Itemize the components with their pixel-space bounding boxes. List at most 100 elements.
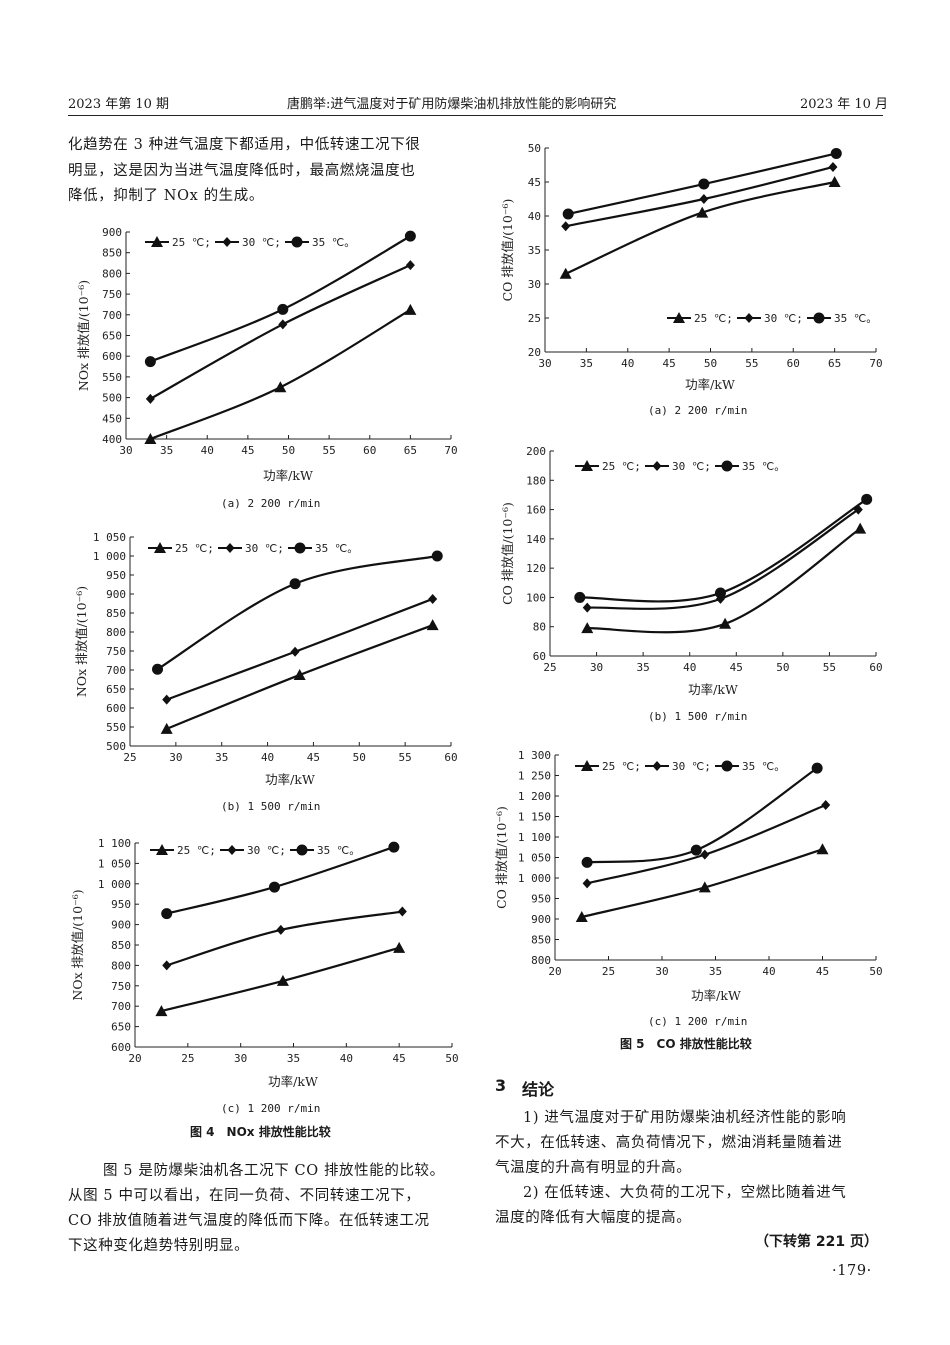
diamond-marker [405,260,415,271]
legend-label: 25 ℃; [177,844,216,857]
x-tick-label: 50 [353,751,366,764]
triangle-marker [581,460,593,471]
circle-marker [721,460,733,472]
diamond-marker [162,960,172,971]
series-line-triangle [581,848,823,919]
circle-marker [161,908,173,920]
x-tick-label: 40 [683,661,696,674]
y-tick-label: 60 [533,650,546,663]
y-tick-label: 160 [526,504,546,517]
legend-label: 25 ℃; [175,542,214,555]
circle-marker [581,856,593,868]
x-tick-label: 45 [393,1052,406,1065]
y-axis-label: CO 排放值/(10⁻⁶) [500,199,515,302]
y-tick-label: 650 [102,330,122,343]
y-tick-label: 1 250 [518,770,551,783]
triangle-marker [276,974,289,986]
triangle-marker [575,910,588,922]
x-tick-label: 60 [444,751,457,764]
series-line-triangle [149,308,411,441]
y-tick-label: 20 [528,346,541,359]
circle-marker [690,844,702,856]
triangle-marker [151,236,163,247]
y-tick-label: 45 [528,176,541,189]
y-axis-label: CO 排放值/(10⁻⁶) [500,502,515,605]
continued-note: （下转第 221 页） [755,1234,878,1250]
y-tick-label: 40 [528,210,541,223]
diamond-marker [744,313,754,323]
triangle-marker [581,760,593,771]
series-line-circle [149,235,411,363]
x-tick-label: 35 [287,1052,300,1065]
x-tick-label: 70 [869,357,882,370]
intro-line: 降低，抑制了 NOx 的生成。 [68,188,264,204]
y-tick-label: 900 [531,913,551,926]
y-tick-label: 800 [106,626,126,639]
y-tick-label: 1 050 [93,531,126,544]
header-issue: 2023 年第 10 期 [68,97,170,112]
legend-label: 35 ℃。 [317,844,360,857]
header-date: 2023 年 10 月 [800,97,889,112]
chart-co-b: 25 30 35 40 45 50 55 60 60 80 100 120 140 160 180 200 功率… [500,445,883,697]
x-tick-label: 35 [637,661,650,674]
diamond-marker [700,849,710,860]
x-tick-label: 30 [538,357,551,370]
x-tick-label: 25 [543,661,556,674]
circle-marker [861,493,873,505]
x-tick-label: 50 [282,444,295,457]
x-tick-label: 45 [663,357,676,370]
y-tick-label: 550 [102,371,122,384]
series-line-diamond [166,597,434,701]
diamond-marker [652,461,662,471]
legend-label: 25 ℃; [602,760,641,773]
triangle-marker [155,1005,168,1017]
chart-caption: (c) 1 200 r/min [648,1015,748,1028]
chart-co-a: 30 35 40 45 50 55 60 65 70 20 25 30 35 40 45 50 功率/kW CO … [500,142,883,392]
chart-caption: (b) 1 500 r/min [221,800,321,813]
x-tick-label: 30 [234,1052,247,1065]
y-axis-label: NOx 排放值/(10⁻⁶) [74,586,89,697]
y-tick-label: 750 [102,288,122,301]
y-tick-label: 30 [528,278,541,291]
section-number: 3 [495,1076,507,1095]
x-tick-label: 35 [160,444,173,457]
legend-label: 25 ℃; [172,236,211,249]
x-axis-label: 功率/kW [688,682,738,697]
x-axis-label: 功率/kW [265,772,315,787]
legend-label: 35 ℃。 [742,760,785,773]
diamond-marker [227,845,237,855]
y-axis-label: NOx 排放值/(10⁻⁶) [76,280,91,391]
legend-label: 30 ℃; [672,460,711,473]
triangle-marker [426,619,439,631]
y-tick-label: 400 [102,433,122,446]
diamond-marker [582,602,592,613]
x-tick-label: 45 [816,965,829,978]
y-tick-label: 1 300 [518,749,551,762]
y-tick-label: 1 200 [518,790,551,803]
y-tick-label: 850 [111,939,131,952]
series-line-circle [166,846,395,915]
circle-marker [277,303,289,315]
x-tick-label: 25 [181,1052,194,1065]
y-tick-label: 750 [111,980,131,993]
diamond-marker [145,393,155,404]
page-number: ·179· [832,1263,872,1279]
circle-marker [268,881,280,893]
chart-caption: (a) 2 200 r/min [648,404,748,417]
legend-label: 30 ℃; [242,236,281,249]
triangle-marker [154,542,166,553]
y-tick-label: 50 [528,142,541,155]
diamond-marker [225,543,235,553]
x-tick-label: 50 [869,965,882,978]
x-tick-label: 35 [709,965,722,978]
y-tick-label: 25 [528,312,541,325]
diamond-marker [276,924,286,935]
x-axis-label: 功率/kW [691,988,741,1003]
x-tick-label: 30 [590,661,603,674]
x-tick-label: 30 [169,751,182,764]
triangle-marker [581,622,594,634]
circle-marker [431,550,443,562]
para-line: 图 5 是防爆柴油机各工况下 CO 排放性能的比较。 [103,1163,445,1179]
x-tick-label: 50 [445,1052,458,1065]
